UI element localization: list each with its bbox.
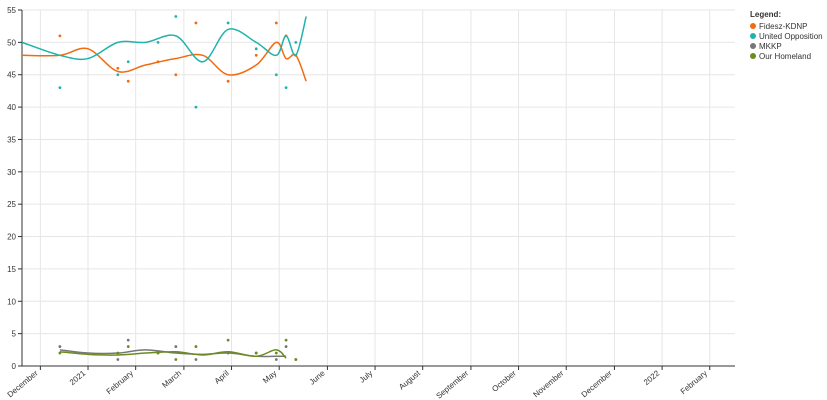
poll-point — [126, 345, 130, 348]
poll-point — [126, 60, 130, 64]
poll-point — [174, 345, 178, 348]
poll-point — [194, 358, 198, 361]
y-tick-label: 50 — [7, 38, 16, 47]
legend-swatch — [750, 23, 756, 29]
y-tick-label: 0 — [12, 362, 17, 371]
poll-point — [274, 351, 278, 355]
poll-point — [194, 345, 198, 348]
poll-point — [58, 351, 62, 355]
poll-point — [284, 338, 288, 342]
x-tick-label: 2022 — [642, 368, 662, 387]
x-tick-label: May — [261, 369, 278, 386]
poll-point — [254, 53, 258, 57]
legend-label: Fidesz-KDNP — [759, 22, 807, 31]
x-tick-label: July — [358, 369, 375, 385]
x-tick-label: April — [213, 369, 231, 386]
poll-point — [58, 345, 62, 348]
poll-point — [194, 21, 198, 25]
poll-point — [126, 79, 130, 83]
poll-point — [226, 338, 230, 342]
legend-item: United Opposition — [750, 32, 823, 41]
x-tick-label: September — [434, 368, 470, 400]
x-tick-label: June — [308, 368, 327, 386]
x-tick-label: February — [679, 369, 709, 396]
poll-point — [194, 105, 198, 109]
poll-point — [156, 60, 160, 64]
y-tick-label: 5 — [12, 330, 17, 339]
poll-point — [174, 15, 178, 18]
y-tick-label: 55 — [7, 6, 16, 15]
poll-point — [284, 345, 288, 348]
y-tick-label: 10 — [7, 297, 16, 306]
legend-title: Legend: — [750, 10, 781, 19]
poll-point — [174, 358, 178, 361]
x-tick-label: August — [397, 368, 422, 391]
poll-point — [274, 73, 278, 77]
poll-point — [126, 338, 130, 342]
y-tick-label: 40 — [7, 103, 16, 112]
x-tick-label: March — [160, 369, 183, 390]
poll-point — [274, 358, 278, 361]
legend-label: MKKP — [759, 42, 782, 51]
y-tick-label: 25 — [7, 200, 16, 209]
x-tick-label: November — [531, 368, 565, 399]
legend-swatch — [750, 33, 756, 39]
poll-point — [116, 66, 120, 70]
trend-line — [21, 16, 307, 63]
legend-item: MKKP — [750, 42, 782, 51]
legend-label: United Opposition — [759, 32, 823, 41]
poll-point — [174, 73, 178, 77]
y-tick-label: 35 — [7, 135, 16, 144]
poll-point — [116, 73, 120, 77]
legend-label: Our Homeland — [759, 52, 811, 61]
x-tick-label: February — [105, 369, 135, 396]
trend-line — [59, 349, 287, 359]
x-tick-label: December — [6, 368, 40, 399]
poll-point — [226, 21, 230, 25]
y-tick-label: 20 — [7, 233, 16, 242]
x-tick-label: October — [490, 368, 518, 393]
poll-point — [254, 47, 258, 51]
poll-point — [274, 21, 278, 25]
x-tick-label: December — [580, 368, 614, 399]
poll-point — [294, 358, 298, 361]
poll-point — [284, 86, 288, 90]
legend-swatch — [750, 43, 756, 49]
poll-point — [156, 40, 160, 44]
legend-item: Our Homeland — [750, 52, 811, 61]
poll-point — [58, 34, 62, 38]
legend-swatch — [750, 53, 756, 59]
legend-item: Fidesz-KDNP — [750, 22, 807, 31]
y-tick-label: 15 — [7, 265, 16, 274]
poll-point — [226, 79, 230, 83]
x-tick-label: 2021 — [68, 368, 88, 387]
y-tick-label: 30 — [7, 168, 16, 177]
poll-point — [254, 351, 258, 355]
poll-point — [58, 86, 62, 90]
poll-point — [116, 351, 120, 355]
y-tick-label: 45 — [7, 71, 16, 80]
poll-point — [294, 40, 298, 44]
poll-point — [156, 351, 160, 355]
poll-point — [116, 358, 120, 361]
trend-line — [21, 41, 307, 82]
